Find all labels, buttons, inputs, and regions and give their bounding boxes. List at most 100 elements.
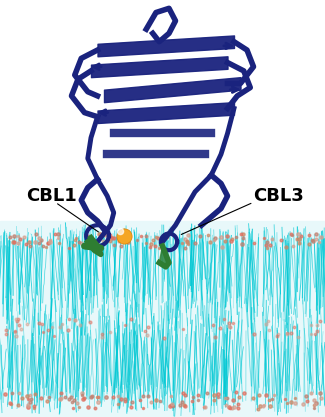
- Point: [190, 393, 195, 400]
- Point: [79, 392, 84, 399]
- Point: [266, 317, 271, 324]
- Point: [88, 394, 94, 401]
- Point: [290, 243, 295, 250]
- Point: [25, 395, 30, 402]
- Point: [293, 399, 298, 406]
- Point: [285, 400, 290, 407]
- Point: [96, 231, 101, 237]
- Point: [13, 315, 18, 322]
- Point: [28, 396, 33, 402]
- Point: [182, 402, 187, 409]
- Point: [27, 392, 32, 398]
- Point: [124, 237, 129, 244]
- Point: [183, 392, 188, 399]
- Point: [58, 323, 63, 330]
- Point: [59, 389, 64, 396]
- Point: [47, 236, 52, 243]
- Point: [16, 322, 21, 329]
- Point: [284, 329, 289, 336]
- Point: [102, 231, 108, 238]
- Point: [313, 331, 318, 337]
- Point: [99, 331, 104, 338]
- Point: [85, 404, 90, 411]
- Point: [2, 391, 7, 398]
- Point: [292, 395, 298, 402]
- Point: [258, 402, 263, 409]
- Point: [72, 241, 77, 248]
- Point: [108, 234, 113, 240]
- Point: [55, 235, 60, 241]
- Point: [301, 401, 306, 408]
- Point: [279, 236, 284, 243]
- Point: [72, 317, 78, 323]
- Point: [11, 233, 17, 239]
- Point: [295, 333, 301, 340]
- Point: [228, 404, 233, 411]
- Point: [202, 403, 207, 410]
- Point: [81, 395, 86, 402]
- Point: [275, 331, 280, 337]
- Point: [94, 237, 99, 244]
- Point: [31, 403, 36, 409]
- Point: [156, 244, 162, 251]
- Point: [139, 232, 144, 239]
- Point: [11, 238, 16, 245]
- Point: [123, 397, 128, 404]
- Point: [217, 324, 223, 331]
- Point: [81, 394, 86, 401]
- Point: [294, 236, 299, 242]
- Polygon shape: [159, 246, 169, 267]
- Point: [115, 400, 121, 407]
- Point: [169, 392, 174, 399]
- Point: [51, 332, 56, 339]
- Point: [233, 389, 239, 395]
- Point: [212, 235, 217, 241]
- Point: [16, 239, 21, 246]
- Point: [229, 404, 235, 411]
- Point: [96, 399, 101, 406]
- Point: [182, 245, 188, 251]
- Point: [170, 401, 175, 408]
- Point: [226, 404, 231, 410]
- Point: [314, 235, 319, 242]
- Point: [260, 402, 265, 409]
- Point: [256, 392, 262, 399]
- Point: [193, 239, 198, 246]
- Point: [63, 394, 68, 400]
- Point: [108, 238, 113, 245]
- Point: [25, 320, 30, 327]
- Point: [4, 327, 9, 333]
- Point: [125, 239, 131, 245]
- Point: [15, 316, 20, 322]
- Point: [261, 401, 266, 408]
- Point: [289, 399, 294, 405]
- Point: [227, 319, 232, 326]
- Point: [311, 396, 317, 403]
- Point: [178, 402, 183, 408]
- Point: [267, 403, 273, 410]
- Point: [296, 236, 302, 242]
- Point: [32, 405, 37, 412]
- Point: [282, 395, 288, 402]
- Point: [38, 394, 44, 401]
- Point: [27, 242, 32, 249]
- Point: [15, 317, 20, 324]
- Point: [148, 241, 153, 247]
- Point: [73, 235, 78, 241]
- Text: CBL3: CBL3: [254, 187, 304, 205]
- Point: [274, 332, 280, 339]
- Point: [233, 234, 239, 241]
- Point: [33, 391, 38, 397]
- Point: [128, 316, 133, 323]
- Point: [129, 404, 134, 410]
- Point: [25, 404, 30, 410]
- Point: [305, 398, 310, 404]
- Point: [90, 393, 95, 399]
- Bar: [0, 221, 325, 417]
- Point: [120, 236, 125, 243]
- Point: [311, 404, 317, 411]
- Point: [56, 240, 61, 246]
- Point: [308, 390, 314, 397]
- Point: [319, 394, 324, 401]
- Point: [212, 397, 217, 403]
